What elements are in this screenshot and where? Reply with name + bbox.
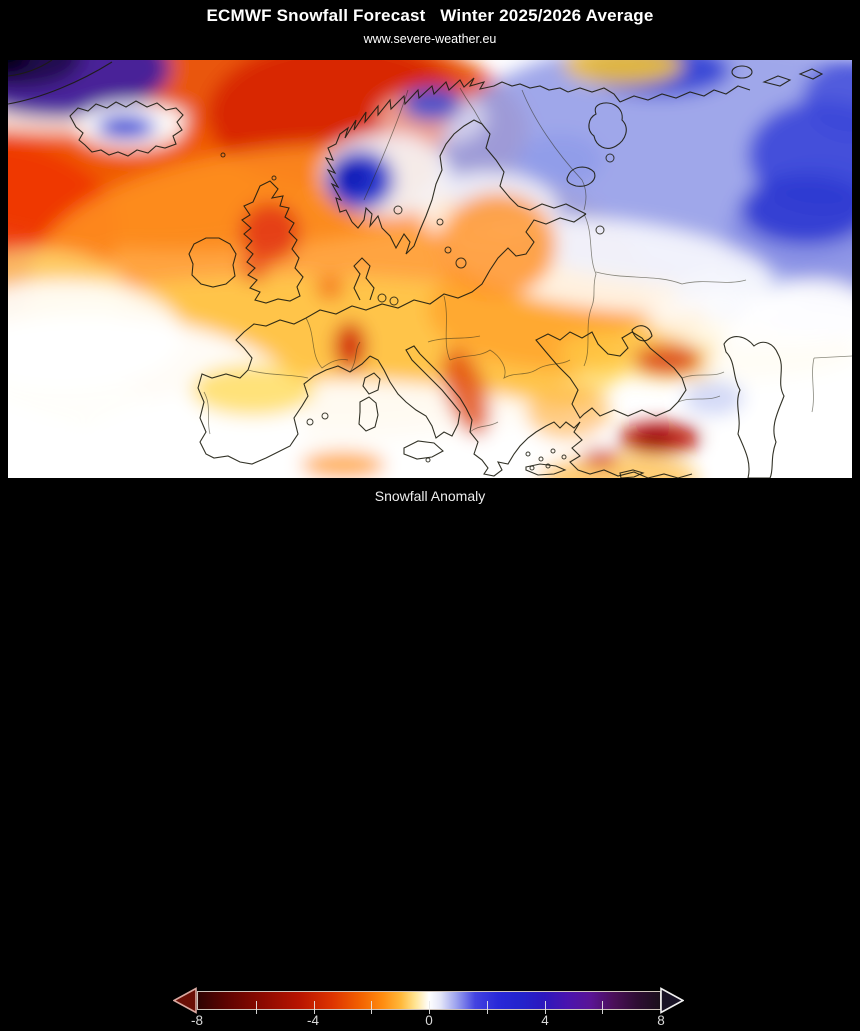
country-border-path <box>811 357 815 413</box>
country-border-path <box>427 335 481 343</box>
island-outline <box>525 451 531 457</box>
coastline-path <box>369 345 461 439</box>
island-outline <box>220 152 226 158</box>
country-border-path <box>535 359 571 371</box>
country-border-path <box>459 87 483 125</box>
country-border-path <box>305 317 349 369</box>
island-outline <box>444 246 452 254</box>
colorbar-tick-label: -4 <box>306 1013 320 1028</box>
anomaly-field-layer <box>8 60 852 478</box>
coastline-path <box>631 325 653 342</box>
colorbar-tick-label: 4 <box>541 1013 549 1028</box>
coastline-path <box>619 469 645 478</box>
coastline-path <box>723 336 785 478</box>
country-border-path <box>247 369 309 379</box>
country-border-path <box>595 271 747 285</box>
coastline-path <box>324 77 569 223</box>
country-border-path <box>469 421 499 433</box>
country-border-path <box>583 305 593 367</box>
country-border-layer <box>203 87 852 435</box>
colorbar-tick-labels: -8 -4 0 4 8 <box>191 1013 665 1031</box>
coastline-path <box>798 68 824 80</box>
island-outline <box>605 153 615 163</box>
country-border-path <box>203 391 211 435</box>
island-outline <box>321 412 329 420</box>
island-outline <box>561 454 567 460</box>
island-outline <box>545 463 551 469</box>
coastline-path <box>69 100 184 157</box>
colorbar-left-arrow-icon <box>173 987 197 1014</box>
country-border-path <box>443 295 451 361</box>
coastline-path <box>535 331 687 419</box>
coastline-path <box>619 85 751 103</box>
coastline-path <box>762 75 792 87</box>
coastline-path <box>731 65 753 79</box>
coastline-path <box>567 87 621 103</box>
country-border-path <box>681 371 725 379</box>
island-outline <box>393 205 403 215</box>
coastline-path <box>8 61 113 105</box>
colorbar <box>197 991 661 1014</box>
island-outline <box>271 175 277 181</box>
legend-title: Snowfall Anomaly <box>374 488 486 504</box>
island-outline <box>538 456 544 462</box>
legend: Snowfall Anomaly -8 -4 0 4 8 <box>0 486 860 1028</box>
island-outline <box>455 257 467 269</box>
country-border-path <box>583 213 597 307</box>
island-outline <box>595 225 605 235</box>
country-border-path <box>349 341 361 373</box>
island-outline <box>425 457 431 463</box>
coastline-path <box>8 60 53 77</box>
coastline-path <box>188 237 237 288</box>
island-outline <box>377 293 387 303</box>
island-outline <box>550 448 556 454</box>
coastline-path <box>403 440 444 460</box>
island-outline <box>436 218 444 226</box>
coastline-path <box>569 421 693 478</box>
country-border-path <box>363 89 409 201</box>
country-border-path <box>813 355 852 359</box>
colorbar-right-arrow-icon <box>660 987 684 1014</box>
page-subtitle: www.severe-weather.eu <box>363 32 497 46</box>
coastline-path <box>358 396 379 432</box>
coastline-path <box>419 353 581 477</box>
coastline-path <box>588 102 627 149</box>
coastline-path <box>241 180 304 304</box>
page-root: { "header": { "title": "ECMWF Snowfall F… <box>0 6 860 1028</box>
island-outline <box>306 418 314 426</box>
country-border-path <box>521 89 587 211</box>
country-border-path <box>449 349 537 379</box>
coastline-path <box>362 372 381 395</box>
country-border-path <box>677 395 721 403</box>
colorbar-tick-label: 0 <box>425 1013 433 1028</box>
snowfall-anomaly-map <box>8 60 852 478</box>
coastline-path <box>566 166 596 187</box>
coastline-path <box>197 317 371 465</box>
colorbar-tick-label: -8 <box>190 1013 204 1028</box>
header: ECMWF Snowfall Forecast Winter 2025/2026… <box>0 6 860 46</box>
coastline-path <box>305 213 587 319</box>
colorbar-tick-label: 8 <box>657 1013 665 1028</box>
coastline-layer <box>8 60 824 478</box>
coastline-path <box>351 119 587 255</box>
island-outline <box>529 465 535 471</box>
coastline-path <box>525 463 567 476</box>
island-outline <box>389 296 399 306</box>
coastline-path <box>353 257 375 301</box>
page-title: ECMWF Snowfall Forecast Winter 2025/2026… <box>206 6 654 25</box>
weather-map <box>8 60 852 478</box>
